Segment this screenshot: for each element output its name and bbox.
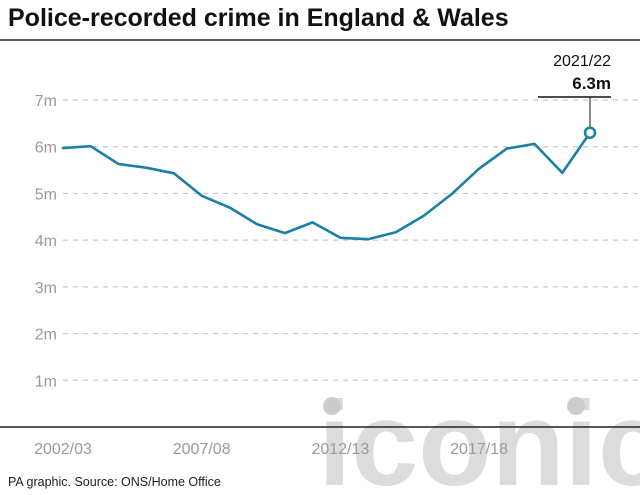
x-tick-label: 2002/03 (34, 441, 92, 458)
y-axis-ticks: 1m 2m 3m 4m 5m 6m 7m (35, 93, 57, 390)
watermark-text: iconic (318, 377, 640, 495)
chart-title: Police-recorded crime in England & Wales (8, 4, 509, 32)
annotation: 2021/22 6.3m (538, 53, 611, 127)
y-tick-label: 6m (35, 140, 57, 157)
y-tick-label: 7m (35, 93, 57, 110)
y-tick-label: 2m (35, 327, 57, 344)
y-tick-label: 3m (35, 280, 57, 297)
y-tick-label: 4m (35, 233, 57, 250)
x-tick-label: 2007/08 (173, 441, 231, 458)
x-tick-label: 2012/13 (311, 441, 369, 458)
annotation-label: 2021/22 (553, 53, 611, 70)
annotation-value: 6.3m (572, 74, 611, 93)
source-note: PA graphic. Source: ONS/Home Office (8, 475, 221, 489)
y-tick-label: 5m (35, 186, 57, 203)
x-axis-ticks: 2002/03 2007/08 2012/13 2017/18 (34, 441, 508, 458)
y-tick-label: 1m (35, 373, 57, 390)
series-crime (61, 126, 597, 241)
x-tick-label: 2017/18 (450, 441, 508, 458)
gridlines (63, 99, 640, 381)
watermark: iconic (318, 377, 640, 495)
watermark-dot-left (323, 397, 341, 415)
data-point-2021-22 (583, 126, 597, 139)
series-line (61, 131, 592, 241)
watermark-dot-right (567, 397, 585, 415)
